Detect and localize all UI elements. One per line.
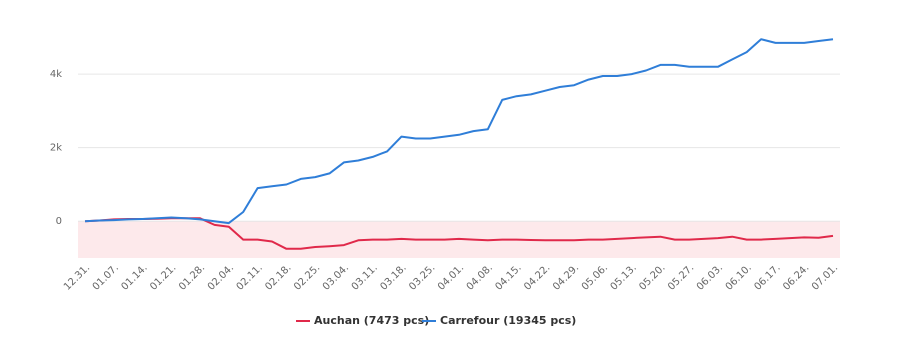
x-tick-label: 05.27. [666, 262, 696, 292]
x-tick-label: 05.13. [609, 262, 639, 292]
x-tick-label: 04.15. [494, 262, 524, 292]
x-tick-label: 01.07. [91, 262, 121, 292]
x-tick-label: 06.17. [752, 262, 782, 292]
x-tick-label: 05.20. [637, 262, 667, 292]
x-tick-label: 12.31. [62, 262, 92, 292]
legend-label: Auchan (7473 pcs) [314, 314, 429, 327]
x-tick-label: 04.08. [465, 262, 495, 292]
x-tick-label: 03.25. [407, 262, 437, 292]
series-line [84, 217, 834, 250]
x-tick-label: 02.11. [235, 262, 265, 292]
x-tick-label: 04.29. [551, 262, 581, 292]
x-tick-label: 03.04. [321, 262, 351, 292]
legend-label: Carrefour (19345 pcs) [440, 314, 576, 327]
x-tick-label: 02.25. [292, 262, 322, 292]
x-tick-label: 02.18. [263, 262, 293, 292]
x-tick-label: 07.01. [810, 262, 840, 292]
y-tick-label: 2k [50, 143, 62, 154]
x-tick-label: 01.28. [177, 262, 207, 292]
series-line [84, 38, 834, 225]
x-tick-label: 05.06. [580, 262, 610, 292]
x-tick-label: 04.01. [436, 262, 466, 292]
y-tick-label: 4k [50, 69, 62, 80]
x-tick-label: 06.03. [695, 262, 725, 292]
y-tick-label: 0 [56, 216, 62, 227]
x-tick-label: 03.11. [350, 262, 380, 292]
x-tick-label: 01.14. [120, 262, 150, 292]
x-tick-label: 03.18. [378, 262, 408, 292]
x-tick-label: 04.22. [522, 262, 552, 292]
x-tick-label: 02.04. [206, 262, 236, 292]
x-tick-label: 01.21. [148, 262, 178, 292]
x-tick-label: 06.10. [724, 262, 754, 292]
x-tick-label: 06.24. [781, 262, 811, 292]
